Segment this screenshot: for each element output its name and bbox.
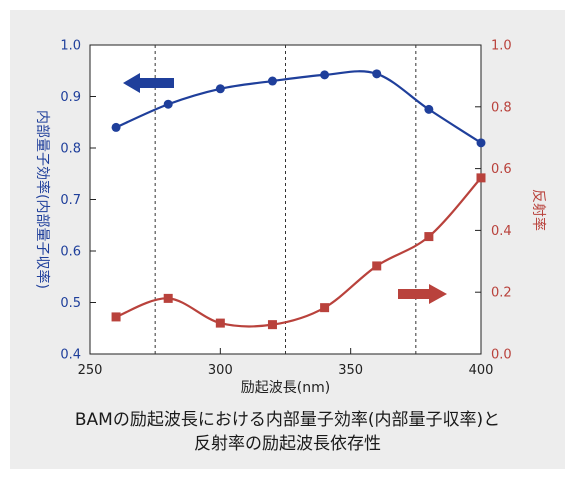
data-point-reflectance bbox=[476, 173, 486, 183]
data-point-efficiency bbox=[111, 122, 121, 132]
y-left-tick-label: 0.5 bbox=[60, 296, 81, 311]
x-tick-label: 300 bbox=[208, 363, 233, 378]
arrow-left-icon bbox=[123, 73, 174, 93]
x-tick-label: 350 bbox=[338, 363, 363, 378]
data-point-reflectance bbox=[372, 261, 382, 271]
y-left-tick-label: 0.4 bbox=[60, 348, 81, 363]
y-left-tick-label: 1.0 bbox=[60, 39, 81, 54]
y-left-tick-label: 0.8 bbox=[60, 142, 81, 157]
caption-line-2: 反射率の励起波長依存性 bbox=[194, 434, 381, 454]
chart: 250 300 350 400 0.4 0.5 0.6 0.7 0.8 0.9 1.0 0.0 0.2 0… bbox=[10, 10, 565, 469]
data-point-efficiency bbox=[320, 70, 330, 80]
data-point-efficiency bbox=[372, 69, 382, 79]
series-line-efficiency bbox=[115, 70, 482, 144]
data-point-reflectance bbox=[424, 232, 434, 242]
data-point-reflectance bbox=[215, 318, 225, 328]
y-right-tick-label: 0.2 bbox=[491, 286, 512, 301]
series bbox=[111, 69, 486, 330]
arrow-right-icon bbox=[398, 284, 447, 304]
data-point-reflectance bbox=[320, 303, 330, 313]
y-left-tick-label: 0.9 bbox=[60, 90, 81, 105]
y-right-tick-label: 0.0 bbox=[491, 348, 512, 363]
data-point-efficiency bbox=[215, 84, 225, 94]
data-point-reflectance bbox=[111, 312, 121, 322]
data-point-efficiency bbox=[424, 104, 434, 114]
y-left-tick-label: 0.7 bbox=[60, 193, 81, 208]
y-right-tick-label: 0.8 bbox=[491, 100, 512, 115]
y-axis-left-label: 内部量子効率(内部量子収率) bbox=[34, 110, 51, 289]
data-point-efficiency bbox=[476, 138, 486, 148]
data-point-reflectance bbox=[163, 293, 173, 303]
data-point-efficiency bbox=[267, 76, 277, 86]
x-axis-label: 励起波長(nm) bbox=[241, 380, 330, 396]
y-right-tick-label: 1.0 bbox=[491, 39, 512, 54]
caption-line-1: BAMの励起波長における内部量子効率(内部量子収率)と bbox=[74, 410, 501, 430]
data-point-reflectance bbox=[267, 320, 277, 330]
x-tick-label: 250 bbox=[78, 363, 103, 378]
y-right-tick-label: 0.4 bbox=[491, 224, 512, 239]
y-axis-right-label: 反射率 bbox=[530, 189, 547, 231]
axes: 250 300 350 400 0.4 0.5 0.6 0.7 0.8 0.9 1.0 0.0 0.2 0… bbox=[60, 39, 511, 379]
arrows bbox=[123, 73, 447, 304]
y-left-tick-label: 0.6 bbox=[60, 245, 81, 260]
figure-panel: 250 300 350 400 0.4 0.5 0.6 0.7 0.8 0.9 1.0 0.0 0.2 0… bbox=[10, 10, 565, 469]
x-tick-label: 400 bbox=[469, 363, 494, 378]
plot-area bbox=[89, 44, 482, 355]
data-point-efficiency bbox=[163, 99, 173, 109]
y-right-tick-label: 0.6 bbox=[491, 162, 512, 177]
